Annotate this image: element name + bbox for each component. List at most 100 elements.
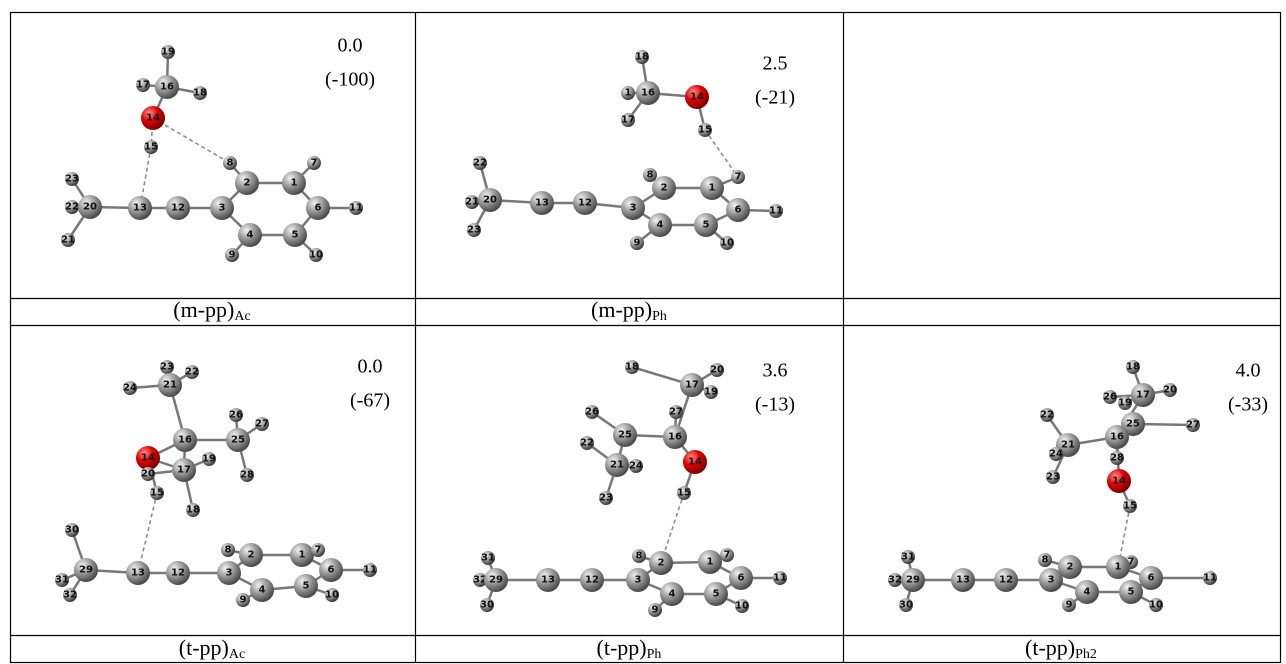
atom-label: 4: [1084, 587, 1091, 598]
atom: [185, 365, 199, 379]
atom: [166, 196, 190, 220]
atom-label: 27: [669, 407, 683, 418]
atom-label: 1: [291, 178, 298, 189]
atom-label: 6: [1148, 573, 1155, 584]
atom: [136, 446, 160, 470]
atom-label: 6: [315, 203, 322, 214]
atom-label: 31: [901, 552, 915, 563]
atom: [480, 598, 494, 612]
atom-label: 32: [63, 590, 77, 601]
atom: [78, 195, 102, 219]
atom: [144, 140, 158, 154]
caption-sub: Ph2: [1075, 647, 1097, 662]
atom: [319, 558, 343, 582]
atom-label: 22: [473, 158, 487, 169]
atom-label: 11: [1203, 573, 1217, 584]
atom-label: 9: [634, 238, 641, 249]
atom: [710, 363, 724, 377]
atom-label: 5: [303, 581, 310, 592]
atom: [478, 188, 502, 212]
atom-label: 25: [231, 435, 245, 446]
atom-label: 21: [1061, 440, 1075, 451]
atom: [136, 78, 150, 92]
atom: [282, 171, 306, 195]
atom: [530, 191, 554, 215]
atom: [599, 491, 613, 505]
atom: [65, 200, 79, 214]
atom: [1040, 408, 1054, 422]
atom: [1139, 566, 1163, 590]
atom: [141, 467, 155, 481]
atom-label: 22: [65, 202, 79, 213]
atom-label: 3: [219, 203, 226, 214]
atom: [63, 588, 77, 602]
atom-label: 12: [999, 575, 1013, 586]
atom: [238, 223, 262, 247]
atom-label: 16: [178, 435, 192, 446]
atom-label: 11: [349, 203, 363, 214]
caption-sub: Ac: [234, 309, 250, 324]
hydrogen-bond: [152, 117, 231, 164]
atom-label: 1: [625, 88, 632, 99]
atom: [573, 191, 597, 215]
atom: [613, 423, 637, 447]
atom-label: 19: [1118, 398, 1132, 409]
atom: [698, 123, 712, 137]
atom-label: 17: [177, 465, 191, 476]
atom-label: 8: [647, 170, 654, 181]
atom: [193, 86, 207, 100]
atom: [685, 85, 709, 109]
atom: [363, 563, 377, 577]
atom: [225, 248, 239, 262]
atom: [625, 360, 639, 374]
caption-sub: Ac: [229, 647, 245, 662]
atom: [202, 452, 216, 466]
atom: [1110, 451, 1124, 465]
atom: [536, 568, 560, 592]
atom-label: 9: [229, 250, 236, 261]
atom: [580, 568, 604, 592]
atom: [325, 588, 339, 602]
atom: [309, 248, 323, 262]
atom-label: 19: [202, 454, 216, 465]
atom-label: 13: [131, 568, 145, 579]
atom-label: 20: [1163, 385, 1177, 396]
energy-value: 2.5: [763, 53, 788, 75]
atom: [700, 176, 724, 200]
atom: [61, 233, 75, 247]
atom-label: 5: [292, 230, 299, 241]
atom-label: 25: [618, 430, 632, 441]
atom-label: 2: [658, 558, 665, 569]
atom: [1107, 469, 1131, 493]
atom: [652, 176, 676, 200]
atom: [473, 156, 487, 170]
atom-label: 26: [585, 407, 599, 418]
atom: [467, 223, 481, 237]
atom-label: 17: [685, 380, 699, 391]
atom: [128, 196, 152, 220]
atom: [901, 550, 915, 564]
atom-label: 16: [160, 82, 174, 93]
caption-sub: Ph: [652, 309, 667, 324]
atom: [161, 45, 175, 59]
atom: [580, 436, 594, 450]
atom-label: 21: [610, 460, 624, 471]
energy-value: 0.0: [338, 35, 363, 57]
atom: [186, 503, 200, 517]
atom-label: 15: [698, 125, 712, 136]
atom: [166, 561, 190, 585]
atom-label: 22: [185, 367, 199, 378]
atom-label: 5: [713, 589, 720, 600]
atom-label: 24: [629, 461, 643, 472]
atom: [704, 385, 718, 399]
atom: [899, 598, 913, 612]
atom: [172, 458, 196, 482]
atom-label: 18: [1126, 362, 1140, 373]
atom-label: 12: [171, 203, 185, 214]
atom-label: 23: [65, 174, 79, 185]
atom: [663, 425, 687, 449]
atom-label: 21: [163, 380, 177, 391]
atom-label: 26: [1103, 392, 1117, 403]
atom: [1119, 580, 1143, 604]
